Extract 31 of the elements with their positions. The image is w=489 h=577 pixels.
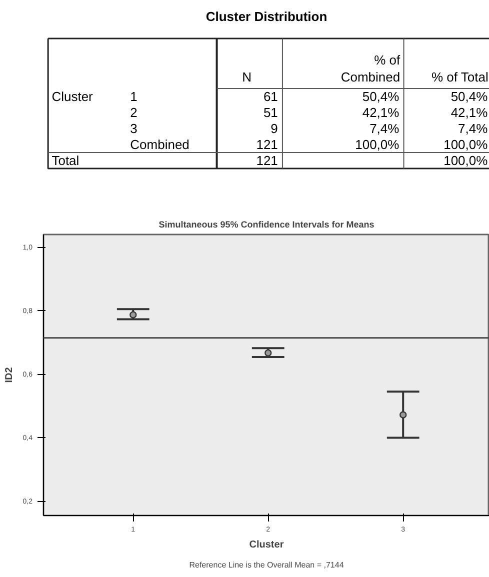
text: Cluster Distribution [206,9,328,24]
text: 121 [256,153,278,168]
text: 50,4% [362,89,400,104]
text: 42,1% [450,105,488,120]
point [130,311,137,318]
text: 61 [263,89,278,104]
point [264,349,272,357]
text: 100,0% [444,137,488,152]
text: 7,4% [370,121,400,136]
text: 7,4% [458,121,488,136]
text: 9 [270,121,278,136]
x-axis-title: Cluster [249,540,284,550]
text: 121 [256,137,278,152]
chart-title: Simultaneous 95% Confidence Intervals for Means [158,220,374,230]
category-label: 3 [130,121,138,136]
category-label: Cluster [52,89,93,104]
category-label: 2 [130,105,138,120]
text: Reference Line is the Overall Mean = ,7144 [189,560,344,570]
category-label: Combined [130,137,190,152]
point [400,411,407,418]
category-label: % of Total [432,70,488,84]
text: 42,1% [362,105,400,120]
y-axis-title: ID2 [4,366,15,383]
text: 51 [263,105,278,120]
category-label: % of Combined [340,52,401,84]
text: 50,4% [450,89,488,104]
category-label: 1 [130,89,138,104]
category-label: Total [52,153,80,168]
text: 100,0% [355,137,400,152]
text: 100,0% [444,153,488,168]
category-label: N [242,70,252,84]
